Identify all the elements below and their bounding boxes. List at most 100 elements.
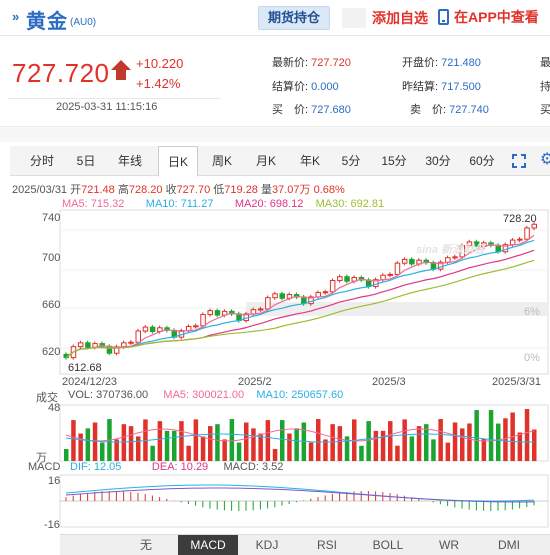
stat-ask: 卖 价: 727.740 — [410, 101, 489, 117]
volume-bar — [452, 422, 458, 461]
volume-bar — [208, 426, 213, 461]
header-bar: » 黄金 (AU0) 期货持仓 添加自选 在APP中查看 — [0, 0, 550, 36]
volume-bar — [323, 439, 328, 461]
quote-timestamp: 2025-03-31 11:15:16 — [56, 101, 158, 113]
up-arrow-stem — [116, 70, 126, 80]
indicator-kdj[interactable]: KDJ — [255, 538, 279, 552]
volume-bar — [308, 442, 314, 461]
stat-label: 最新价: — [272, 57, 309, 69]
ma10-legend: MA10: 711.27 — [145, 198, 214, 210]
candle — [200, 314, 206, 327]
volume-bar — [409, 436, 415, 461]
candle — [272, 293, 278, 299]
indicator-none[interactable]: 无 — [139, 538, 152, 552]
futures-position-button[interactable]: 期货持仓 — [258, 6, 330, 30]
range-band — [246, 302, 548, 316]
indicator-dmi[interactable]: DMI — [498, 538, 520, 552]
stat-value: 727.720 — [311, 57, 351, 69]
candle — [531, 223, 537, 229]
macd-dif: DIF: 12.05 — [70, 461, 122, 473]
tab-monthly-k[interactable]: 月K — [255, 154, 276, 168]
candle — [344, 276, 350, 282]
last-price: 727.720 — [12, 58, 110, 88]
indicator-boll[interactable]: BOLL — [372, 538, 404, 552]
ma30-legend: MA30: 692.81 — [315, 198, 385, 210]
candle — [459, 245, 465, 258]
volume-bar — [416, 426, 422, 461]
candle — [445, 257, 451, 263]
tab-30min[interactable]: 30分 — [425, 154, 451, 168]
candle — [337, 276, 343, 282]
volume-bar — [438, 419, 443, 461]
pct-tick-label: 0% — [524, 352, 540, 364]
volume-bar — [100, 442, 105, 461]
tab-60min[interactable]: 60分 — [469, 154, 495, 168]
tab-15min[interactable]: 15分 — [381, 154, 407, 168]
x-tick-label: 2024/12/23 — [62, 376, 118, 388]
volume-bar — [431, 439, 436, 461]
volume-top-tick: 48 — [48, 402, 61, 414]
stat-clipped: 最 — [540, 57, 550, 69]
volume-bar — [330, 424, 335, 461]
candle — [207, 310, 213, 316]
candle — [394, 262, 401, 275]
volume-bar — [388, 421, 393, 461]
volume-bar — [85, 428, 91, 461]
ohlc-low: 719.28 — [224, 184, 258, 196]
volume-bar — [128, 426, 134, 461]
volume-bar — [503, 418, 508, 461]
indicator-wr[interactable]: WR — [439, 538, 459, 552]
ma5-line — [65, 234, 535, 359]
macd-dea: DEA: 10.29 — [151, 461, 209, 473]
candle — [329, 280, 336, 293]
kline-chart[interactable] — [0, 180, 550, 534]
volume-bar — [215, 424, 220, 461]
volume-unit: 万 — [36, 452, 47, 464]
candle — [214, 310, 221, 316]
stat-label: 昨结算: — [402, 81, 439, 93]
candle — [452, 256, 458, 259]
volume-bar — [236, 442, 242, 461]
ohlc-summary: 2025/03/31 开721.48 高728.20 收727.70 低719.… — [12, 181, 345, 197]
ma5-legend: MA5: 715.32 — [62, 198, 125, 210]
volume-bar — [121, 424, 127, 461]
stat-label: 开盘价: — [402, 57, 439, 69]
instrument-code: (AU0) — [70, 17, 97, 28]
stat-last-price: 最新价: 727.720 — [272, 54, 351, 70]
section-divider — [0, 126, 550, 142]
volume-bar — [164, 430, 170, 461]
volume-bar — [64, 449, 69, 461]
tab-intraday[interactable]: 分时 — [29, 154, 54, 168]
volume-bar — [402, 419, 407, 461]
candle — [135, 330, 141, 343]
tab-daily-k[interactable]: 日K — [158, 146, 198, 177]
gear-icon[interactable]: ⚙ — [540, 151, 550, 168]
stat-open: 开盘价: 721.480 — [402, 54, 481, 70]
stat-label: 结算价: — [272, 81, 309, 93]
candle — [517, 238, 523, 241]
candle — [509, 239, 516, 246]
volume-bar — [258, 433, 263, 461]
volume-label: 成交 — [36, 392, 58, 404]
macd-top-tick: 16 — [48, 475, 61, 487]
fullscreen-icon[interactable] — [512, 154, 526, 168]
tab-year-line[interactable]: 年线 — [117, 154, 142, 168]
tab-5min[interactable]: 5分 — [341, 154, 361, 168]
indicator-macd[interactable]: MACD — [178, 535, 238, 555]
open-in-app-label: 在APP中查看 — [454, 9, 539, 25]
tab-weekly-k[interactable]: 周K — [211, 154, 232, 168]
y-tick-label: 740 — [42, 212, 61, 224]
volume-bar — [150, 445, 155, 461]
tab-5day[interactable]: 5日 — [76, 154, 96, 168]
open-in-app-button[interactable]: 在APP中查看 — [438, 7, 539, 27]
ohlc-date: 2025/03/31 — [12, 184, 68, 196]
blank-placeholder — [342, 8, 366, 28]
volume-bar — [517, 432, 523, 461]
indicator-rsi[interactable]: RSI — [316, 538, 337, 552]
tab-yearly-k[interactable]: 年K — [299, 154, 320, 168]
add-watchlist-button[interactable]: 添加自选 — [372, 10, 428, 26]
chevron-right-icon[interactable]: » — [12, 9, 20, 24]
macd-value: MACD: 3.52 — [223, 461, 284, 473]
volume-bar — [474, 410, 479, 461]
y-tick-label: 660 — [42, 299, 61, 311]
